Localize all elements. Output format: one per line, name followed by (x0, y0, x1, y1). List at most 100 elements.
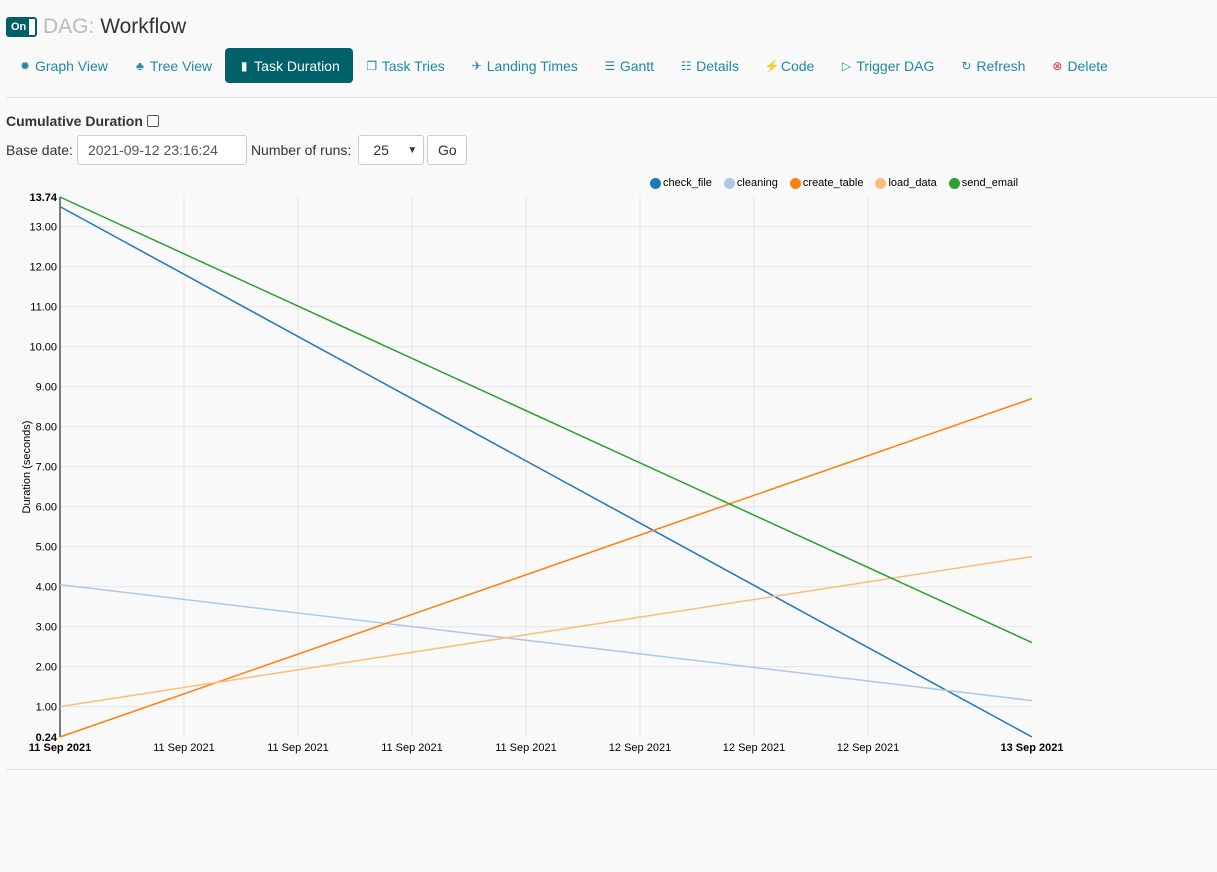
legend-label: load_data (888, 177, 937, 189)
x-tick-label: 12 Sep 2021 (837, 742, 899, 754)
align-left-icon: ☰ (604, 58, 616, 73)
tab-details[interactable]: ☷ Details (667, 48, 752, 83)
plane-icon: ✈ (471, 58, 482, 73)
tab-label: Tree View (149, 57, 213, 74)
play-circle-icon: ▷ (841, 58, 851, 73)
tab-delete[interactable]: ⊗ Delete (1038, 48, 1120, 83)
tab-label: Code (780, 57, 815, 74)
tab-refresh[interactable]: ↻ Refresh (947, 48, 1038, 83)
y-tick-label: 12.00 (29, 262, 57, 274)
tab-gantt[interactable]: ☰ Gantt (591, 48, 667, 83)
series-line-cleaning (59, 583, 1033, 702)
series-line-load_data (59, 555, 1033, 708)
y-tick-label: 10.00 (29, 342, 57, 354)
sun-icon: ✹ (19, 58, 31, 73)
dag-on-toggle[interactable]: On (6, 17, 37, 37)
cumulative-duration-row: Cumulative Duration (6, 113, 159, 129)
tab-label: Landing Times (486, 57, 578, 74)
legend-label: cleaning (736, 177, 778, 189)
series-line-send_email (59, 196, 1033, 644)
y-tick-label: 5.00 (36, 542, 57, 554)
y-tick-label: 9.00 (36, 382, 57, 394)
tab-trigger-dag[interactable]: ▷ Trigger DAG (827, 48, 947, 83)
chart-controls-form: Base date: 2021-09-12 23:16:24 Number of… (6, 135, 468, 165)
tab-task-tries[interactable]: ❐ Task Tries (353, 48, 458, 83)
toggle-label: On (8, 19, 30, 35)
tab-tree-view[interactable]: ♣ Tree View (121, 48, 225, 83)
legend-dot (789, 177, 801, 189)
legend-dot (948, 177, 960, 189)
tab-graph-view[interactable]: ✹ Graph View (6, 48, 121, 83)
legend-item[interactable]: send_email (948, 177, 1019, 189)
tab-code[interactable]: ⚡ Code (752, 48, 827, 83)
bar-chart-icon: ▮ (240, 58, 248, 73)
refresh-icon: ↻ (961, 58, 972, 73)
y-tick-label: 8.00 (36, 422, 57, 434)
go-button[interactable]: Go (427, 135, 468, 165)
y-tick-label: 4.00 (36, 582, 57, 594)
chevron-down-icon: ▼ (407, 144, 418, 156)
y-tick-label: 13.00 (29, 222, 57, 234)
y-tick-label: 6.00 (36, 502, 57, 514)
legend-dot (875, 177, 887, 189)
y-tick-label: 1.00 (36, 702, 57, 714)
legend-item[interactable]: create_table (789, 177, 864, 189)
divider (6, 97, 1217, 98)
x-tick-label: 12 Sep 2021 (609, 742, 671, 754)
cumulative-duration-checkbox[interactable] (146, 115, 159, 127)
tab-label: Delete (1067, 57, 1108, 74)
base-date-label: Base date: (6, 142, 73, 158)
y-tick-label: 13.74 (29, 192, 57, 204)
tab-label: Trigger DAG (856, 57, 935, 74)
legend-label: check_file (663, 177, 712, 189)
tab-label: Refresh (976, 57, 1026, 74)
x-tick-label: 13 Sep 2021 (1001, 742, 1064, 754)
num-runs-value: 25 (373, 142, 389, 158)
tab-label: Gantt (619, 57, 655, 74)
dag-prefix: DAG: (43, 15, 95, 38)
dag-nav-tabs: ✹ Graph View ♣ Tree View ▮ Task Duration ❐ T… (6, 48, 1121, 83)
dag-header: On DAG: Workflow (6, 12, 186, 42)
legend-dot (723, 177, 735, 189)
x-tick-label: 12 Sep 2021 (723, 742, 785, 754)
tab-label: Graph View (35, 57, 108, 74)
y-tick-label: 7.00 (36, 462, 57, 474)
x-tick-label: 11 Sep 2021 (29, 742, 91, 754)
cumulative-duration-label: Cumulative Duration (6, 113, 143, 129)
num-runs-select[interactable]: 25 ▼ (358, 135, 425, 165)
tab-label: Task Tries (381, 57, 445, 74)
legend-label: create_table (802, 177, 864, 189)
legend-label: send_email (961, 177, 1019, 189)
task-duration-chart: 13.74 13.00 12.00 11.00 10.00 9.00 8.00 7.00 6.0… (21, 192, 1064, 754)
series-line-check_file (59, 205, 1033, 738)
divider (6, 769, 1217, 770)
series-line-create_table (59, 397, 1033, 738)
y-axis-label: Duration (seconds) (21, 421, 33, 514)
tab-task-duration[interactable]: ▮ Task Duration (225, 48, 353, 83)
copy-icon: ❐ (366, 58, 378, 73)
y-tick-label: 11.00 (30, 302, 57, 314)
x-tick-label: 11 Sep 2021 (153, 742, 215, 754)
x-tick-label: 11 Sep 2021 (381, 742, 443, 754)
list-icon: ☷ (680, 58, 692, 73)
legend-dot (650, 177, 661, 189)
y-tick-label: 2.00 (36, 662, 57, 674)
x-tick-label: 11 Sep 2021 (495, 742, 557, 754)
num-runs-label: Number of runs: (250, 142, 352, 158)
remove-circle-icon: ⊗ (1052, 58, 1063, 73)
page-title: DAG: Workflow (43, 15, 186, 39)
base-date-input[interactable]: 2021-09-12 23:16:24 (76, 135, 247, 165)
tab-landing-times[interactable]: ✈ Landing Times (458, 48, 591, 83)
legend-item[interactable]: cleaning (723, 177, 778, 189)
tab-label: Task Duration (254, 57, 340, 74)
tab-label: Details (696, 57, 739, 74)
x-tick-label: 11 Sep 2021 (267, 742, 329, 754)
flash-icon: ⚡ (764, 58, 780, 73)
y-tick-label: 0.24 (36, 732, 58, 744)
legend-item[interactable]: check_file (650, 177, 712, 189)
dag-name: Workflow (100, 15, 187, 38)
chart-legend: check_file cleaning create_table load_da… (650, 177, 1030, 189)
tree-icon: ♣ (135, 58, 144, 73)
legend-item[interactable]: load_data (875, 177, 937, 189)
y-tick-label: 3.00 (36, 622, 57, 634)
